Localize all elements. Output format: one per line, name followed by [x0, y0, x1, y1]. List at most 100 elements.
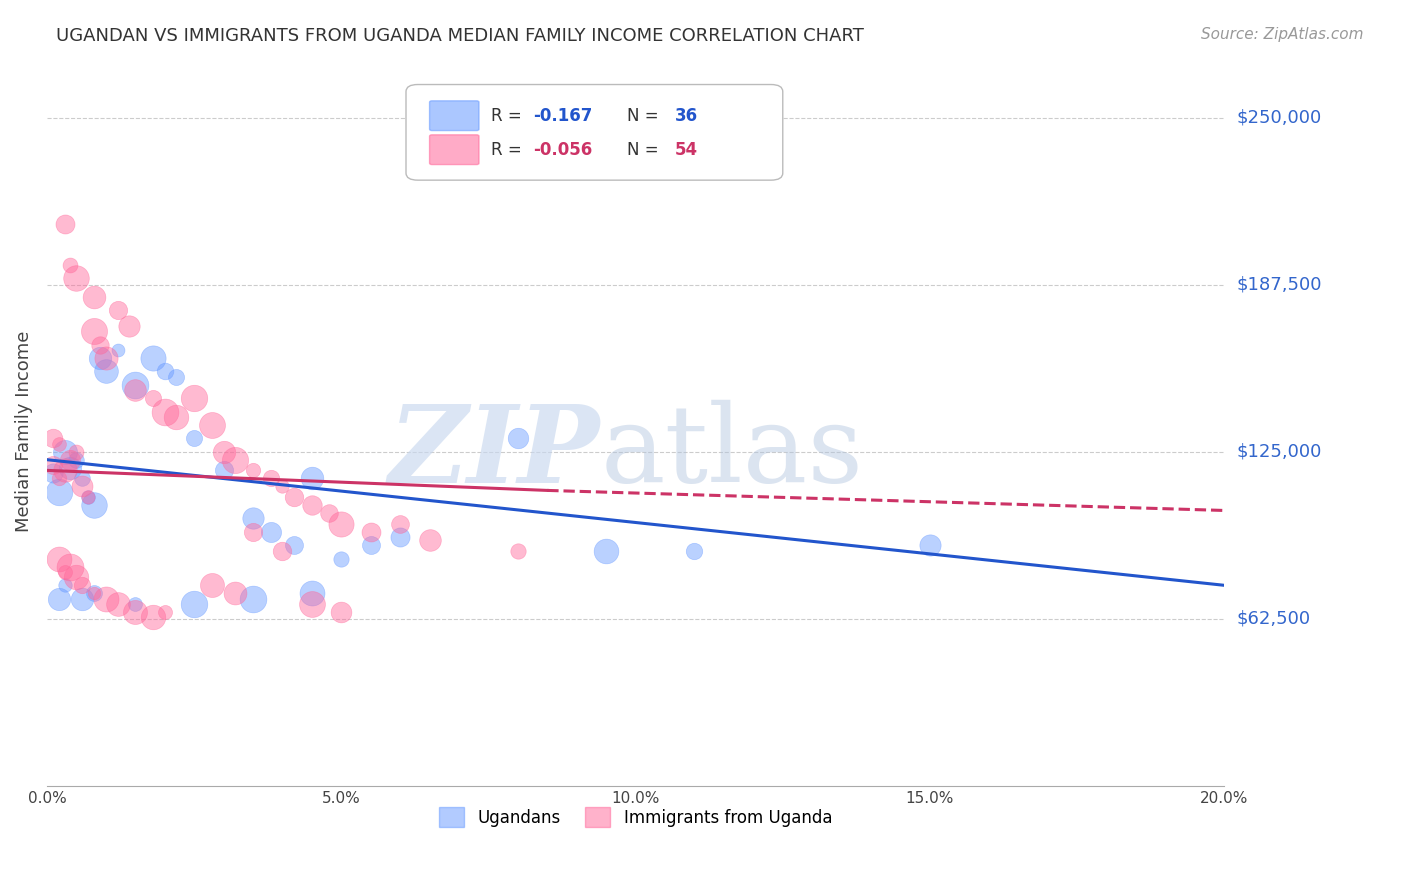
Text: R =: R =	[491, 141, 527, 159]
Point	[595, 543, 617, 558]
Point	[94, 351, 117, 365]
FancyBboxPatch shape	[430, 101, 479, 130]
Point	[83, 290, 105, 304]
Point	[201, 578, 224, 592]
Point	[107, 303, 129, 318]
Point	[59, 460, 82, 475]
Point	[165, 409, 187, 424]
Point	[183, 431, 205, 445]
Point	[70, 479, 93, 493]
Point	[70, 471, 93, 485]
Point	[70, 591, 93, 606]
Point	[283, 538, 305, 552]
FancyBboxPatch shape	[406, 85, 783, 180]
Point	[242, 524, 264, 539]
Point	[53, 578, 76, 592]
Point	[165, 369, 187, 384]
Point	[48, 591, 70, 606]
Text: N =: N =	[627, 141, 664, 159]
Text: atlas: atlas	[600, 401, 863, 506]
Point	[259, 471, 281, 485]
Point	[107, 597, 129, 611]
Point	[70, 578, 93, 592]
Point	[301, 586, 323, 600]
Legend: Ugandans, Immigrants from Uganda: Ugandans, Immigrants from Uganda	[432, 800, 839, 834]
Point	[53, 463, 76, 477]
Point	[506, 543, 529, 558]
Text: N =: N =	[627, 107, 664, 125]
Point	[389, 516, 412, 531]
Point	[183, 597, 205, 611]
Text: -0.167: -0.167	[533, 107, 592, 125]
Point	[183, 391, 205, 405]
Point	[506, 431, 529, 445]
Point	[53, 218, 76, 232]
Point	[83, 586, 105, 600]
Point	[48, 471, 70, 485]
Point	[83, 586, 105, 600]
Point	[89, 337, 111, 351]
Text: 36: 36	[675, 107, 697, 125]
Point	[142, 610, 165, 624]
Point	[124, 597, 146, 611]
Point	[59, 258, 82, 272]
Text: Source: ZipAtlas.com: Source: ZipAtlas.com	[1201, 27, 1364, 42]
Point	[153, 364, 176, 378]
Text: $62,500: $62,500	[1236, 610, 1310, 628]
Point	[124, 383, 146, 397]
Point	[301, 471, 323, 485]
Point	[419, 533, 441, 547]
Y-axis label: Median Family Income: Median Family Income	[15, 331, 32, 533]
Point	[153, 605, 176, 619]
Text: $250,000: $250,000	[1236, 109, 1322, 127]
Point	[118, 319, 141, 334]
Point	[65, 444, 87, 458]
Point	[212, 463, 235, 477]
Point	[301, 498, 323, 512]
Point	[271, 543, 294, 558]
Point	[242, 463, 264, 477]
Point	[107, 343, 129, 357]
Point	[242, 591, 264, 606]
Point	[42, 466, 65, 480]
Point	[83, 498, 105, 512]
Point	[224, 586, 246, 600]
Point	[918, 538, 941, 552]
Text: $125,000: $125,000	[1236, 442, 1322, 460]
Point	[330, 516, 353, 531]
Point	[83, 324, 105, 338]
Point	[59, 559, 82, 574]
Point	[59, 452, 82, 467]
Text: ZIP: ZIP	[389, 400, 600, 506]
Point	[42, 431, 65, 445]
Point	[94, 364, 117, 378]
Point	[142, 391, 165, 405]
Text: -0.056: -0.056	[533, 141, 592, 159]
Point	[77, 490, 100, 504]
Point	[53, 444, 76, 458]
Point	[360, 538, 382, 552]
Point	[683, 543, 706, 558]
Point	[224, 452, 246, 467]
Point	[259, 524, 281, 539]
Text: R =: R =	[491, 107, 527, 125]
Text: UGANDAN VS IMMIGRANTS FROM UGANDA MEDIAN FAMILY INCOME CORRELATION CHART: UGANDAN VS IMMIGRANTS FROM UGANDA MEDIAN…	[56, 27, 865, 45]
Point	[283, 490, 305, 504]
Point	[48, 436, 70, 450]
Point	[65, 452, 87, 467]
Point	[301, 597, 323, 611]
Point	[42, 458, 65, 472]
Point	[360, 524, 382, 539]
Point	[201, 417, 224, 432]
Text: 54: 54	[675, 141, 697, 159]
Point	[153, 404, 176, 418]
Point	[318, 506, 340, 520]
Point	[242, 511, 264, 525]
Point	[212, 444, 235, 458]
Point	[330, 551, 353, 566]
Point	[48, 551, 70, 566]
Point	[124, 605, 146, 619]
Text: $187,500: $187,500	[1236, 276, 1322, 293]
Point	[65, 570, 87, 584]
Point	[48, 484, 70, 499]
